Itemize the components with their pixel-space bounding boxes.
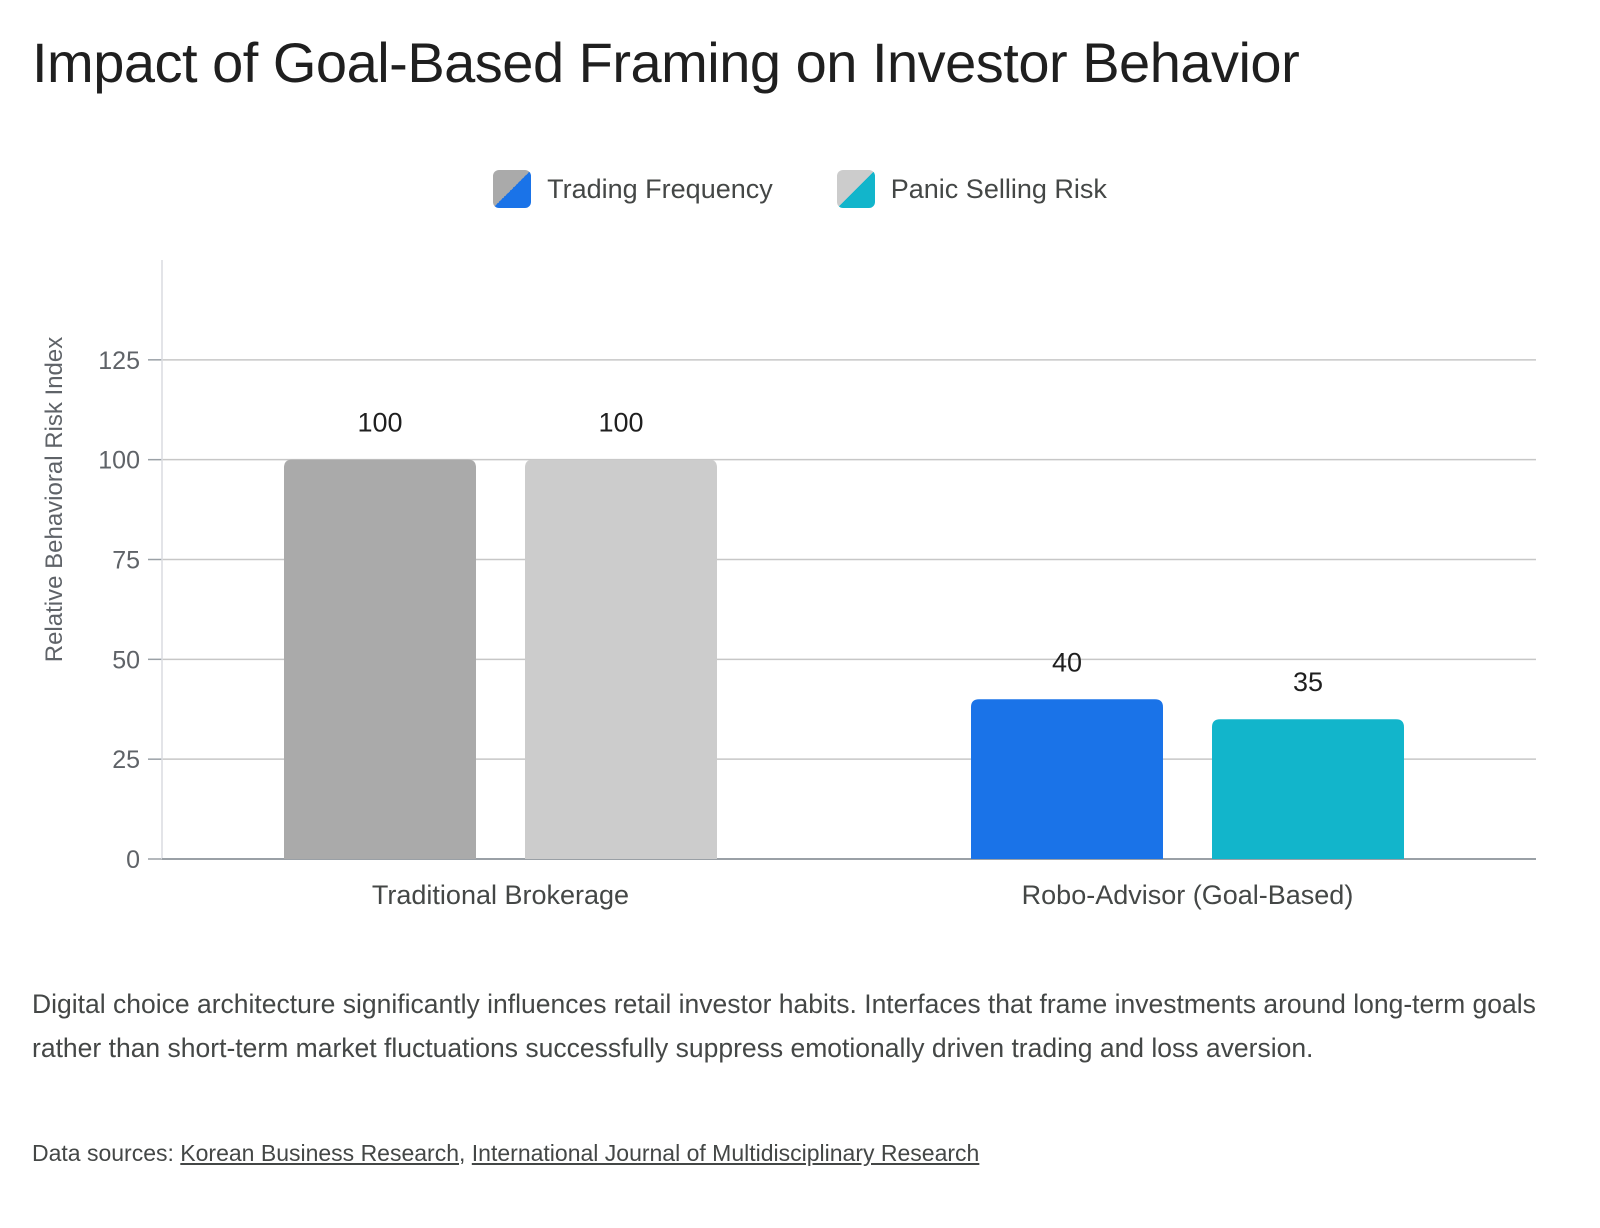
chart-caption: Digital choice architecture significantl…: [32, 989, 1536, 1063]
data-label: 100: [598, 408, 643, 438]
y-tick-label: 50: [112, 646, 140, 674]
y-tick-label: 100: [98, 447, 140, 475]
bar-trading-frequency-2[interactable]: [971, 699, 1163, 859]
legend-label-panic-selling-risk: Panic Selling Risk: [890, 173, 1107, 204]
legend-swatch-panic-selling-risk: [836, 170, 875, 208]
bar-panic-selling-risk-2[interactable]: [1212, 719, 1404, 859]
chart-title: Impact of Goal-Based Framing on Investor…: [32, 31, 1300, 94]
source-link-korean-business-research[interactable]: Korean Business Research: [180, 1140, 460, 1166]
legend-swatch-trading-frequency: [493, 170, 532, 208]
y-tick-label: 25: [112, 746, 140, 774]
legend-item-trading-frequency[interactable]: Trading Frequency: [493, 170, 773, 208]
x-category-label: Robo-Advisor (Goal-Based): [1022, 880, 1354, 910]
x-category-label: Traditional Brokerage: [372, 880, 629, 910]
bar-panic-selling-risk-1[interactable]: [525, 459, 717, 859]
y-tick-label: 75: [112, 547, 140, 575]
legend-item-panic-selling-risk[interactable]: Panic Selling Risk: [836, 170, 1107, 208]
source-link-ijmr[interactable]: International Journal of Multidisciplina…: [471, 1140, 980, 1166]
data-label: 35: [1293, 667, 1323, 697]
data-label: 100: [357, 408, 402, 438]
data-sources: Data sources: Korean Business Research, …: [32, 1140, 979, 1167]
y-tick-label: 125: [98, 347, 140, 375]
data-label: 40: [1052, 647, 1082, 677]
bar-chart: 0 25 50 75 100 125 Relative Behavioral Risk In…: [41, 260, 1536, 910]
chart-legend: Trading Frequency Panic Selling Risk: [0, 170, 1600, 208]
legend-label-trading-frequency: Trading Frequency: [547, 173, 773, 204]
bar-trading-frequency-1[interactable]: [284, 459, 476, 859]
sources-prefix: Data sources:: [32, 1140, 181, 1166]
sources-separator: ,: [459, 1140, 472, 1166]
y-tick-label: 0: [126, 846, 140, 874]
y-axis-title: Relative Behavioral Risk Index: [41, 337, 68, 663]
